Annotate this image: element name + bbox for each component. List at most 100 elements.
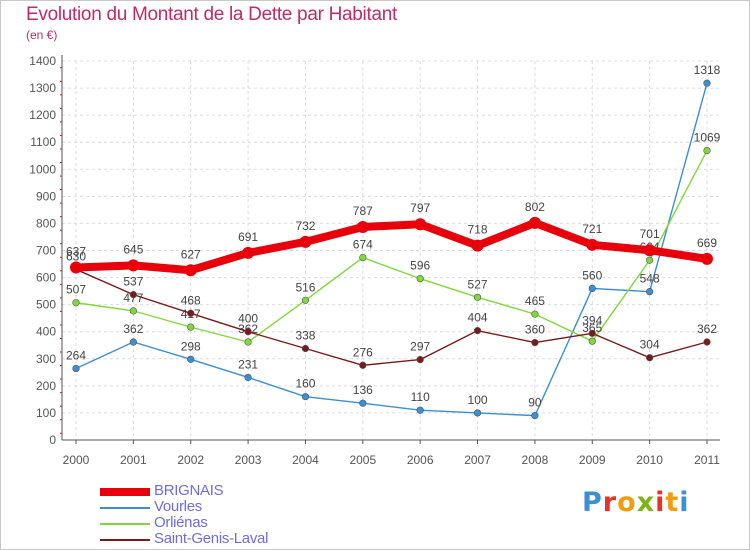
data-label-saint-genis-laval: 338 <box>295 328 315 342</box>
proxiti-logo: Proxiti <box>582 487 690 518</box>
data-label-brignais: 701 <box>640 227 660 241</box>
data-label-vourles: 110 <box>411 390 430 404</box>
y-tick-label: 800 <box>36 216 56 230</box>
data-label-brignais: 627 <box>181 247 201 261</box>
data-point-saint-genis-laval <box>244 328 252 336</box>
data-point-orli-nas <box>359 253 367 262</box>
data-point-orli-nas <box>301 296 310 304</box>
legend-item-saint-genis-laval: Saint-Genis-Laval <box>100 530 400 548</box>
x-tick-label: 2003 <box>235 453 262 467</box>
data-point-orli-nas <box>473 293 482 301</box>
y-tick-label: 1100 <box>30 135 56 149</box>
x-tick-label: 2007 <box>464 453 491 467</box>
data-label-brignais: 732 <box>295 219 315 233</box>
y-tick-label: 500 <box>36 298 56 312</box>
legend-label-saint-genis-laval: Saint-Genis-Laval <box>154 530 269 547</box>
chart-title: Evolution du Montant de la Dette par Hab… <box>26 4 397 25</box>
x-tick-label: 2001 <box>120 453 147 467</box>
x-tick-label: 2000 <box>63 453 90 467</box>
data-point-brignais <box>643 244 656 257</box>
data-point-vourles <box>588 284 596 293</box>
data-label-vourles: 231 <box>238 357 258 371</box>
data-label-vourles: 90 <box>528 396 542 410</box>
data-point-brignais <box>471 239 484 252</box>
data-label-orli-nas: 1069 <box>694 131 721 145</box>
data-label-saint-genis-laval: 304 <box>640 338 660 352</box>
data-label-vourles: 160 <box>295 377 315 391</box>
data-point-saint-genis-laval <box>187 309 195 317</box>
data-label-saint-genis-laval: 360 <box>525 323 545 337</box>
data-point-brignais <box>528 216 541 229</box>
data-label-brignais: 718 <box>468 223 488 237</box>
data-label-vourles: 560 <box>582 268 602 282</box>
data-point-saint-genis-laval <box>531 338 539 347</box>
y-tick-label: 100 <box>36 406 56 420</box>
logo-letter: t <box>665 487 680 518</box>
y-tick-label: 1200 <box>29 108 56 122</box>
data-label-saint-genis-laval: 297 <box>410 340 430 354</box>
data-label-orli-nas: 507 <box>66 283 86 297</box>
y-tick-label: 1000 <box>29 162 56 176</box>
data-point-orli-nas <box>72 299 80 307</box>
data-label-orli-nas: 674 <box>353 238 373 252</box>
data-point-vourles <box>703 79 711 87</box>
data-point-vourles <box>72 364 80 373</box>
data-label-saint-genis-laval: 362 <box>697 322 717 336</box>
data-label-saint-genis-laval: 394 <box>582 313 602 327</box>
data-point-vourles <box>359 399 367 407</box>
legend-label-brignais: BRIGNAIS <box>154 482 224 499</box>
data-point-brignais <box>242 246 255 259</box>
y-tick-label: 400 <box>36 325 56 339</box>
legend-label-orli-nas: Orliénas <box>154 514 208 531</box>
data-label-vourles: 264 <box>66 349 86 363</box>
data-point-saint-genis-laval <box>473 327 482 335</box>
x-tick-label: 2009 <box>579 453 606 467</box>
logo-letter: x <box>636 487 656 518</box>
data-point-brignais <box>184 264 197 277</box>
data-label-brignais: 645 <box>123 242 143 256</box>
data-label-brignais: 669 <box>697 236 717 250</box>
data-label-vourles: 1318 <box>694 63 721 77</box>
series-line-vourles <box>75 82 708 417</box>
y-tick-label: 0 <box>49 433 56 447</box>
legend-swatch-orli-nas <box>100 523 150 525</box>
data-point-brignais <box>701 252 713 265</box>
data-point-orli-nas <box>703 147 711 155</box>
data-label-orli-nas: 465 <box>525 294 545 308</box>
data-point-vourles <box>129 338 137 346</box>
data-point-brignais <box>414 218 427 231</box>
legend-swatch-saint-genis-laval <box>100 539 150 541</box>
y-tick-label: 300 <box>36 352 56 366</box>
data-point-orli-nas <box>646 256 654 264</box>
data-point-orli-nas <box>187 323 195 331</box>
data-point-orli-nas <box>129 307 137 315</box>
data-label-orli-nas: 596 <box>410 259 430 273</box>
data-point-saint-genis-laval <box>646 354 654 362</box>
data-point-orli-nas <box>416 275 424 283</box>
data-point-vourles <box>531 412 539 420</box>
data-point-brignais <box>356 220 369 233</box>
logo-letter: r <box>602 487 618 518</box>
data-point-saint-genis-laval <box>703 338 711 346</box>
data-label-vourles: 100 <box>468 393 488 407</box>
x-tick-label: 2008 <box>522 453 549 467</box>
legend-item-brignais: BRIGNAIS <box>100 482 400 500</box>
series-line-orli-nas <box>75 149 708 343</box>
data-label-brignais: 797 <box>410 201 430 215</box>
series-line-saint-genis-laval <box>75 268 708 366</box>
x-tick-label: 2006 <box>407 453 434 467</box>
data-point-saint-genis-laval <box>301 344 310 353</box>
data-label-brignais: 787 <box>353 204 373 218</box>
data-point-vourles <box>301 393 310 401</box>
y-tick-label: 200 <box>36 379 56 393</box>
y-tick-label: 700 <box>36 244 56 258</box>
data-label-vourles: 548 <box>640 272 660 286</box>
legend-item-orli-nas: Orliénas <box>100 514 400 532</box>
data-point-saint-genis-laval <box>416 355 424 364</box>
data-point-brignais <box>586 238 599 251</box>
data-point-brignais <box>70 261 82 274</box>
data-label-vourles: 136 <box>353 383 373 397</box>
data-point-orli-nas <box>244 338 252 346</box>
data-point-saint-genis-laval <box>129 291 137 299</box>
data-label-saint-genis-laval: 276 <box>353 345 373 359</box>
